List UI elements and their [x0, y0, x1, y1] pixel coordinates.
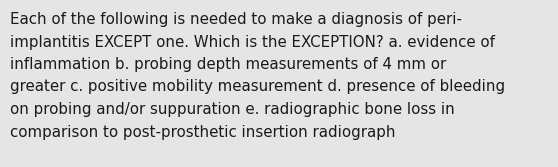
- Text: implantitis EXCEPT one. Which is the EXCEPTION? a. evidence of: implantitis EXCEPT one. Which is the EXC…: [10, 35, 495, 49]
- Text: greater c. positive mobility measurement d. presence of bleeding: greater c. positive mobility measurement…: [10, 79, 505, 95]
- Text: Each of the following is needed to make a diagnosis of peri-: Each of the following is needed to make …: [10, 12, 462, 27]
- Text: on probing and/or suppuration e. radiographic bone loss in: on probing and/or suppuration e. radiogr…: [10, 102, 455, 117]
- Text: comparison to post-prosthetic insertion radiograph: comparison to post-prosthetic insertion …: [10, 125, 396, 139]
- Text: inflammation b. probing depth measurements of 4 mm or: inflammation b. probing depth measuremen…: [10, 57, 446, 72]
